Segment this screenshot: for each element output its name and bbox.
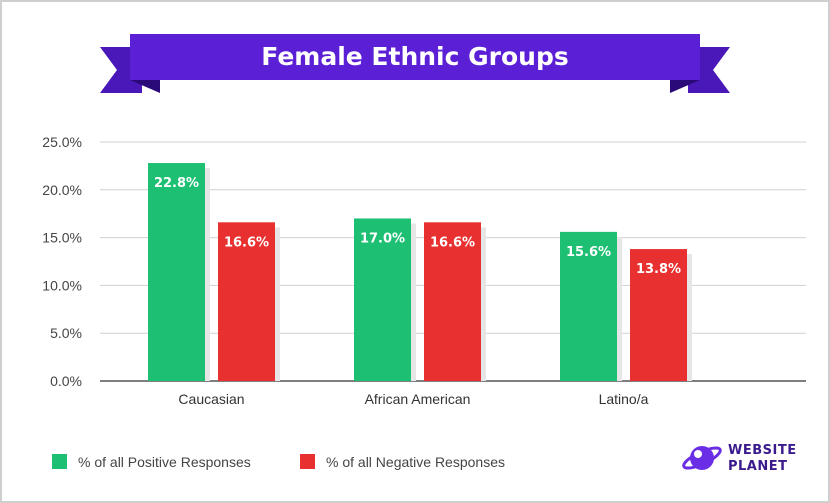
title-banner: Female Ethnic Groups — [100, 34, 730, 93]
bar-negative — [218, 222, 275, 381]
y-tick-label: 15.0% — [42, 230, 82, 246]
bar-positive — [354, 218, 411, 381]
data-label: 22.8% — [154, 176, 199, 191]
ribbon-left-fold — [130, 80, 160, 93]
data-label: 13.8% — [636, 262, 681, 277]
data-label: 16.6% — [224, 235, 269, 250]
x-category-label: African American — [365, 391, 471, 407]
bar-positive — [148, 163, 205, 381]
legend-label: % of all Positive Responses — [78, 454, 251, 470]
bar-negative — [424, 222, 481, 381]
data-label: 16.6% — [430, 235, 475, 250]
y-tick-label: 0.0% — [50, 373, 82, 389]
data-label: 15.6% — [566, 245, 611, 260]
x-category-label: Latino/a — [599, 391, 649, 407]
legend: % of all Positive Responses % of all Nega… — [52, 454, 505, 470]
x-category-label: Caucasian — [178, 391, 244, 407]
ribbon-right-fold — [670, 80, 700, 93]
y-tick-label: 25.0% — [42, 134, 82, 150]
y-tick-label: 20.0% — [42, 182, 82, 198]
legend-label: % of all Negative Responses — [326, 454, 505, 470]
ribbon-main — [130, 34, 700, 80]
brand-name-line2: PLANET — [728, 459, 788, 474]
y-tick-label: 5.0% — [50, 325, 82, 341]
legend-swatch — [52, 454, 67, 469]
bar-negative — [630, 249, 687, 381]
y-axis-ticks: 0.0% 5.0% 10.0% 15.0% 20.0% 25.0% — [42, 134, 82, 389]
legend-swatch — [300, 454, 315, 469]
brand-name-line1: WEBSITE — [728, 443, 797, 458]
brand-logo: WEBSITE PLANET — [682, 443, 797, 474]
bars: 22.8% 16.6% 17.0% 16.6% 15.6% 13.8% — [148, 163, 692, 381]
data-label: 17.0% — [360, 231, 405, 246]
chart-title: Female Ethnic Groups — [261, 42, 568, 71]
y-tick-label: 10.0% — [42, 277, 82, 293]
planet-logo-icon — [682, 446, 722, 470]
bar-positive — [560, 231, 617, 381]
x-axis-labels: Caucasian African American Latino/a — [178, 391, 648, 407]
